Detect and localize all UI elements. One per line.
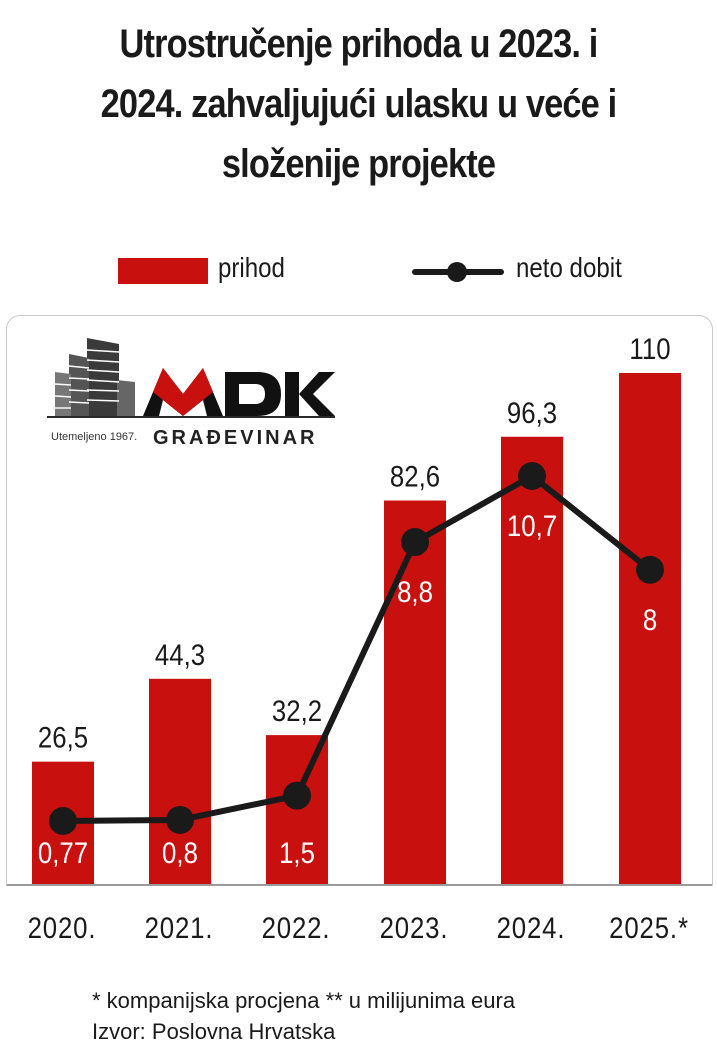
title-line-2: 2024. zahvaljujući ulasku u veće i <box>100 82 618 126</box>
net-profit-label: 0,77 <box>38 836 88 869</box>
x-tick-label: 2024. <box>497 911 566 944</box>
bar-value-label: 32,2 <box>272 694 322 727</box>
footer: * kompanijska procjena ** u milijunima e… <box>92 985 515 1047</box>
x-tick-label: 2023. <box>380 911 449 944</box>
net-profit-label: 0,8 <box>162 836 198 869</box>
net-profit-point <box>518 462 546 490</box>
legend-revenue-label: prihod <box>218 252 285 283</box>
building-windows <box>54 349 120 409</box>
bar-2022 <box>266 735 328 885</box>
legend-net-profit-marker <box>447 262 467 282</box>
legend-revenue-swatch <box>118 258 208 284</box>
x-tick-label: 2020. <box>28 911 97 944</box>
bar-2025 <box>619 373 681 885</box>
legend: prihod neto dobit <box>0 250 717 290</box>
mdk-wordmark <box>143 368 335 416</box>
net-profit-label: 10,7 <box>507 509 557 542</box>
bar-2021 <box>149 678 211 885</box>
x-tick-label: 2022. <box>262 911 331 944</box>
bar-value-label: 26,5 <box>38 721 88 754</box>
bar-value-label: 110 <box>629 332 670 365</box>
bar-2023 <box>384 500 446 885</box>
title-line-3: složenije projekte <box>221 142 496 186</box>
source: Izvor: Poslovna Hrvatska <box>92 1019 336 1044</box>
logo-founded: Utemeljeno 1967. <box>51 431 137 443</box>
chart-svg: Utemeljeno 1967. GRAĐEVINAR 26,5 44,3 32,2… <box>7 332 712 886</box>
bar-value-label: 82,6 <box>390 460 440 493</box>
plot-area: Utemeljeno 1967. GRAĐEVINAR 26,5 44,3 32,2… <box>6 315 713 886</box>
net-profit-label: 8,8 <box>397 575 433 608</box>
footnote: * kompanijska procjena ** u milijunima e… <box>92 988 516 1013</box>
building-icon <box>55 338 135 416</box>
net-profit-point <box>49 807 77 835</box>
bar-value-label: 96,3 <box>507 396 557 429</box>
net-profit-point <box>166 805 194 834</box>
net-profit-label: 8 <box>643 603 657 636</box>
x-tick-label: 2021. <box>145 911 214 944</box>
legend-net-profit-label: neto dobit <box>516 252 622 283</box>
title-line-1: Utrostručenje prihoda u 2023. i <box>119 22 598 66</box>
net-profit-point <box>283 781 311 810</box>
x-tick-label: 2025.* <box>609 911 689 944</box>
net-profit-line <box>62 473 652 824</box>
bar-value-label: 44,3 <box>155 638 205 671</box>
chart-title: Utrostručenje prihoda u 2023. i 2024. za… <box>67 14 649 194</box>
logo-subtitle: GRAĐEVINAR <box>153 427 317 449</box>
x-axis-labels: 2020. 2021. 2022. 2023. 2024. 2025.* <box>28 911 689 944</box>
bar-2024 <box>501 436 563 885</box>
net-profit-point <box>636 555 664 584</box>
mdk-logo: Utemeljeno 1967. GRAĐEVINAR <box>47 338 335 449</box>
net-profit-label: 1,5 <box>279 836 315 869</box>
net-profit-point <box>401 528 429 557</box>
